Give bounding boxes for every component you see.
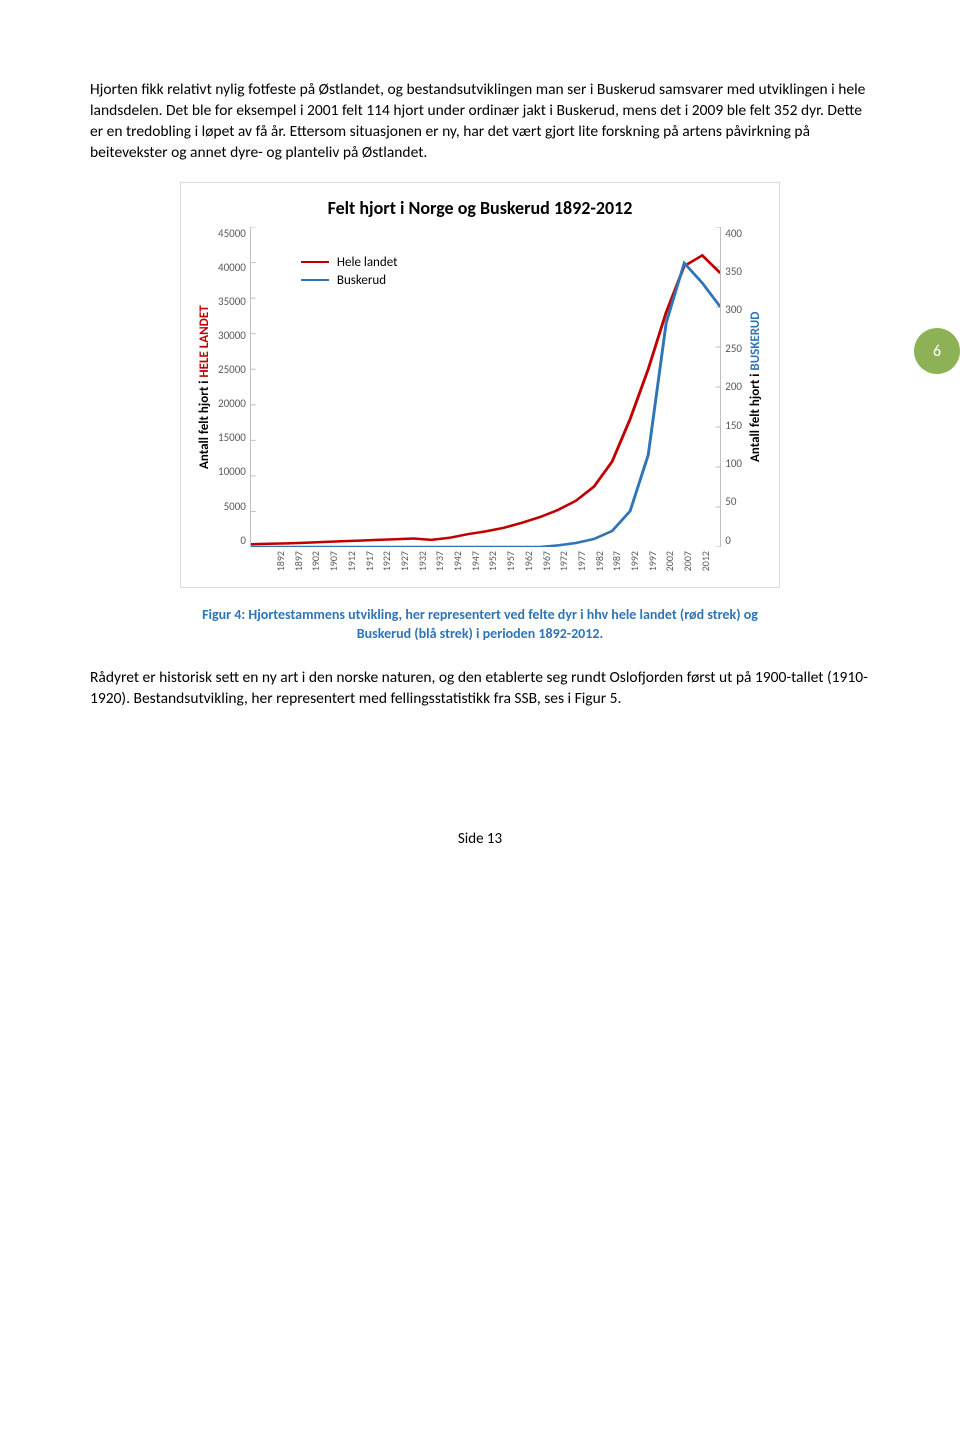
y-left-tick: 10000	[218, 465, 246, 478]
page-footer: Side 13	[90, 830, 870, 848]
x-tick: 1907	[327, 551, 340, 571]
x-tick: 1997	[646, 551, 659, 571]
legend-label-1: Buskerud	[337, 273, 386, 288]
y-right-tick: 100	[725, 457, 742, 470]
paragraph-1: Hjorten fikk relativt nylig fotfeste på …	[90, 80, 870, 164]
x-tick: 1967	[540, 551, 553, 571]
x-tick: 1922	[380, 551, 393, 571]
x-tick: 1977	[575, 551, 588, 571]
y-right-tick: 0	[725, 534, 742, 547]
x-tick: 1902	[309, 551, 322, 571]
ylabel-left-prefix: Antall felt hjort i	[197, 377, 212, 468]
y-left-tick: 0	[218, 534, 246, 547]
line-buskerud	[251, 263, 720, 547]
x-tick: 2012	[699, 551, 712, 571]
x-tick: 1992	[628, 551, 641, 571]
chart-plot-row: Antall felt hjort i HELE LANDET 45000 400…	[195, 227, 765, 547]
y-axis-ticks-left: 45000 40000 35000 30000 25000 20000 15000 10000…	[214, 227, 250, 547]
ylabel-right-prefix: Antall felt hjort i	[748, 371, 763, 462]
y-right-tick: 150	[725, 419, 742, 432]
x-tick: 1957	[504, 551, 517, 571]
figure-caption: Figur 4: Hjortestammens utvikling, her r…	[200, 606, 760, 644]
y-right-tick: 400	[725, 227, 742, 240]
y-axis-label-right: Antall felt hjort i BUSKERUD	[746, 227, 765, 547]
y-left-tick: 40000	[218, 261, 246, 274]
x-tick: 1982	[593, 551, 606, 571]
x-axis-ticks: 1892 1897 1902 1907 1912 1917 1922 1927 1932 1937…	[274, 547, 712, 571]
x-tick: 1962	[522, 551, 535, 571]
y-right-tick: 350	[725, 265, 742, 278]
line-hele-landet	[251, 255, 720, 544]
figure-caption-text: Figur 4: Hjortestammens utvikling, her r…	[202, 606, 758, 642]
y-left-tick: 25000	[218, 363, 246, 376]
x-tick: 1912	[345, 551, 358, 571]
legend-row-1: Buskerud	[301, 273, 398, 288]
y-left-tick: 30000	[218, 329, 246, 342]
page-number-label: 6	[933, 342, 941, 361]
page-number-badge: 6	[914, 328, 960, 374]
y-left-tick: 5000	[218, 500, 246, 513]
x-tick: 1987	[610, 551, 623, 571]
chart-legend: Hele landet Buskerud	[301, 255, 398, 291]
y-right-tick: 250	[725, 342, 742, 355]
legend-swatch-1	[301, 279, 329, 281]
legend-row-0: Hele landet	[301, 255, 398, 270]
x-tick: 1932	[416, 551, 429, 571]
x-tick: 1917	[363, 551, 376, 571]
ylabel-left-highlight: HELE LANDET	[197, 305, 212, 377]
legend-label-0: Hele landet	[337, 255, 398, 270]
y-left-tick: 15000	[218, 431, 246, 444]
chart-container: Felt hjort i Norge og Buskerud 1892-2012…	[180, 182, 780, 588]
y-right-tick: 300	[725, 303, 742, 316]
paragraph-2: Rådyret er historisk sett en ny art i de…	[90, 668, 870, 710]
y-left-tick: 45000	[218, 227, 246, 240]
x-tick: 1897	[292, 551, 305, 571]
x-tick: 2007	[681, 551, 694, 571]
y-left-tick: 35000	[218, 295, 246, 308]
ylabel-right-highlight: BUSKERUD	[748, 311, 763, 370]
chart-plot-area: Hele landet Buskerud	[250, 227, 721, 547]
chart-title: Felt hjort i Norge og Buskerud 1892-2012	[195, 197, 765, 219]
x-tick: 1972	[557, 551, 570, 571]
x-tick: 1947	[469, 551, 482, 571]
x-tick: 1927	[398, 551, 411, 571]
x-tick: 1937	[433, 551, 446, 571]
y-right-tick: 50	[725, 495, 742, 508]
document-page: Hjorten fikk relativt nylig fotfeste på …	[0, 0, 960, 878]
x-tick: 1892	[274, 551, 287, 571]
legend-swatch-0	[301, 261, 329, 263]
x-tick: 1952	[486, 551, 499, 571]
y-axis-label-left: Antall felt hjort i HELE LANDET	[195, 227, 214, 547]
y-axis-ticks-right: 400 350 300 250 200 150 100 50 0	[721, 227, 746, 547]
x-tick: 2002	[663, 551, 676, 571]
y-right-tick: 200	[725, 380, 742, 393]
x-tick: 1942	[451, 551, 464, 571]
y-left-tick: 20000	[218, 397, 246, 410]
